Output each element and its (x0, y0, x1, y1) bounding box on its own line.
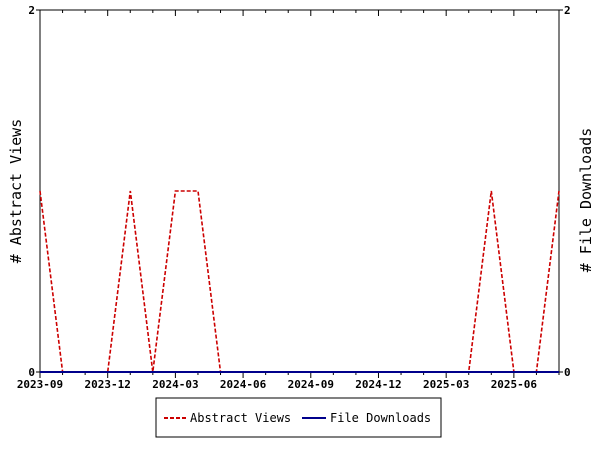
x-tick-label: 2025-03 (423, 378, 469, 391)
right-y-axis-tick-labels: 02 (559, 4, 571, 379)
data-point-file-downloads (197, 371, 199, 373)
data-point-file-downloads (219, 371, 221, 373)
legend-label-file-downloads: File Downloads (330, 411, 431, 425)
left-y-axis-tick-labels: 02 (28, 4, 40, 379)
right-y-axis-title: # File Downloads (577, 128, 595, 273)
x-tick-label: 2024-12 (355, 378, 401, 391)
series-layer (39, 190, 560, 373)
right-y-tick-label: 2 (564, 4, 571, 17)
data-point-file-downloads (400, 371, 402, 373)
data-point-file-downloads (287, 371, 289, 373)
data-point-abstract-views (197, 190, 199, 192)
data-point-file-downloads (422, 371, 424, 373)
data-point-file-downloads (445, 371, 447, 373)
right-y-tick-label: 0 (564, 366, 571, 379)
data-point-file-downloads (468, 371, 470, 373)
data-point-file-downloads (152, 371, 154, 373)
x-tick-label: 2024-03 (152, 378, 198, 391)
data-point-file-downloads (332, 371, 334, 373)
legend-label-abstract-views: Abstract Views (190, 411, 291, 425)
data-point-abstract-views (558, 190, 560, 192)
x-tick-label: 2023-09 (17, 378, 63, 391)
data-point-file-downloads (107, 371, 109, 373)
data-point-file-downloads (129, 371, 131, 373)
data-point-file-downloads (242, 371, 244, 373)
legend: Abstract Views File Downloads (155, 397, 442, 438)
data-point-abstract-views (129, 190, 131, 192)
left-y-axis-title: # Abstract Views (7, 119, 25, 264)
data-point-file-downloads (513, 371, 515, 373)
data-point-file-downloads (265, 371, 267, 373)
x-tick-label: 2024-06 (220, 378, 267, 391)
data-point-file-downloads (377, 371, 379, 373)
legend-box (155, 397, 442, 438)
data-point-file-downloads (490, 371, 492, 373)
data-point-file-downloads (84, 371, 86, 373)
data-point-file-downloads (310, 371, 312, 373)
data-point-file-downloads (39, 371, 41, 373)
x-axis-tick-labels: 2023-09 2023-12 2024-03 2024-06 2024-09 2024-… (17, 378, 538, 391)
data-point-abstract-views (174, 190, 176, 192)
x-tick-label: 2025-06 (491, 378, 538, 391)
data-point-file-downloads (535, 371, 537, 373)
data-point-abstract-views (39, 190, 41, 192)
data-point-file-downloads (174, 371, 176, 373)
x-tick-label: 2023-12 (85, 378, 131, 391)
x-tick-label: 2024-09 (288, 378, 334, 391)
data-point-file-downloads (558, 371, 560, 373)
data-point-abstract-views (490, 190, 492, 192)
data-point-file-downloads (355, 371, 357, 373)
data-point-file-downloads (61, 371, 63, 373)
left-y-tick-label: 2 (28, 4, 35, 17)
left-y-tick-label: 0 (28, 366, 35, 379)
